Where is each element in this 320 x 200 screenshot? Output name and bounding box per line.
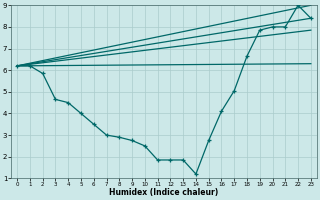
X-axis label: Humidex (Indice chaleur): Humidex (Indice chaleur) — [109, 188, 219, 197]
